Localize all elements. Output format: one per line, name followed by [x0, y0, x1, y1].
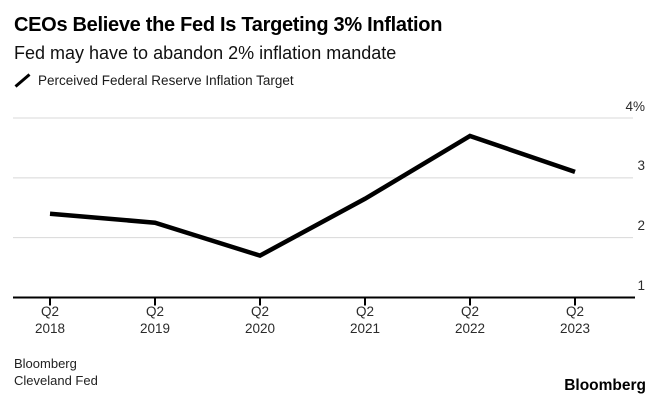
x-axis-label-line: 2021: [349, 321, 381, 336]
legend-label: Perceived Federal Reserve Inflation Targ…: [38, 72, 294, 88]
x-axis-label-line: Q2: [40, 304, 59, 319]
x-axis-label-line: Q2: [565, 304, 584, 319]
x-axis-label: Q2 2021: [323, 303, 407, 337]
x-axis-label-line: Q2: [355, 304, 374, 319]
y-axis-label: 1: [637, 278, 645, 293]
chart-title: CEOs Believe the Fed Is Targeting 3% Inf…: [14, 14, 443, 36]
x-axis-label-line: 2022: [454, 321, 486, 336]
y-axis-label: 2: [637, 218, 645, 234]
x-axis-label-line: 2023: [559, 321, 591, 336]
x-axis-label: Q2 2020: [218, 303, 302, 337]
x-axis-label-line: Q2: [145, 304, 164, 319]
source-line-1: Bloomberg: [14, 356, 77, 371]
source-line-2: Cleveland Fed: [14, 372, 98, 388]
chart-subtitle: Fed may have to abandon 2% inflation man…: [14, 43, 397, 63]
diagonal-line-icon: [14, 72, 31, 88]
x-axis-label-line: 2019: [139, 321, 171, 336]
series-line: [49, 133, 576, 259]
x-axis-label-line: 2018: [34, 321, 66, 336]
y-axis-label: 3: [637, 158, 645, 174]
x-axis-label-line: Q2: [460, 304, 479, 319]
x-axis-label: Q2 2019: [113, 303, 197, 337]
x-axis-label-line: 2020: [244, 321, 276, 336]
x-axis-label: Q2 2023: [533, 303, 617, 337]
source-note: Bloomberg Cleveland Fed: [14, 356, 98, 389]
x-axis-label: Q2 2018: [8, 303, 92, 337]
x-axis-label: Q2 2022: [428, 303, 512, 337]
bloomberg-logo: Bloomberg: [564, 377, 646, 394]
x-axis-label-line: Q2: [250, 304, 269, 319]
y-axis-label: 4%: [625, 98, 645, 114]
legend: Perceived Federal Reserve Inflation Targ…: [14, 70, 294, 90]
